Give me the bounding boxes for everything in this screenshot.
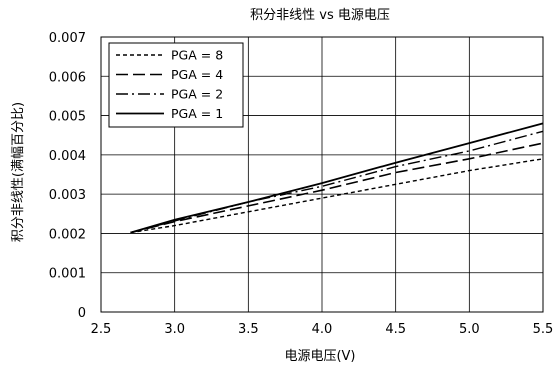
x-tick-label: 5.5: [533, 322, 554, 337]
series-line: [130, 130, 544, 234]
y-tick-label: 0.003: [49, 188, 86, 203]
legend-label: PGA = 1: [171, 106, 223, 121]
y-tick-label: 0.007: [49, 31, 86, 46]
y-tick-label: 0.004: [49, 149, 86, 164]
series-lines: [130, 122, 544, 234]
legend-label: PGA = 2: [171, 87, 223, 102]
legend-label: PGA = 8: [171, 48, 223, 63]
y-tick-label: 0.001: [49, 267, 86, 282]
x-tick-label: 4.0: [312, 322, 333, 337]
x-tick-label: 5.0: [459, 322, 480, 337]
x-axis-title: 电源电压(V): [284, 349, 355, 364]
y-tick-label: 0.002: [49, 227, 86, 242]
legend: PGA = 8 PGA = 4 PGA = 2 PGA = 1: [108, 42, 244, 128]
y-tick-label: 0: [78, 306, 86, 321]
grid: [100, 36, 544, 313]
y-tick-label: 0.006: [49, 70, 86, 85]
x-tick-label: 3.0: [164, 322, 185, 337]
x-tick-label: 2.5: [91, 322, 112, 337]
legend-label: PGA = 4: [171, 67, 223, 82]
x-tick-label: 4.5: [385, 322, 406, 337]
y-axis-title: 积分非线性(满幅百分比): [11, 102, 26, 242]
series-line: [130, 122, 544, 234]
axis-ticks: 2.5 3.0 3.5 4.0 4.5 5.0 5.5 0 0.001 0.002 0.003 0.0…: [49, 31, 554, 337]
x-tick-label: 3.5: [238, 322, 259, 337]
y-tick-label: 0.005: [49, 110, 86, 125]
series-line: [130, 142, 544, 234]
series-line: [130, 158, 544, 234]
plot-frame: [100, 36, 544, 313]
chart-title: 积分非线性 vs 电源电压: [250, 8, 390, 23]
